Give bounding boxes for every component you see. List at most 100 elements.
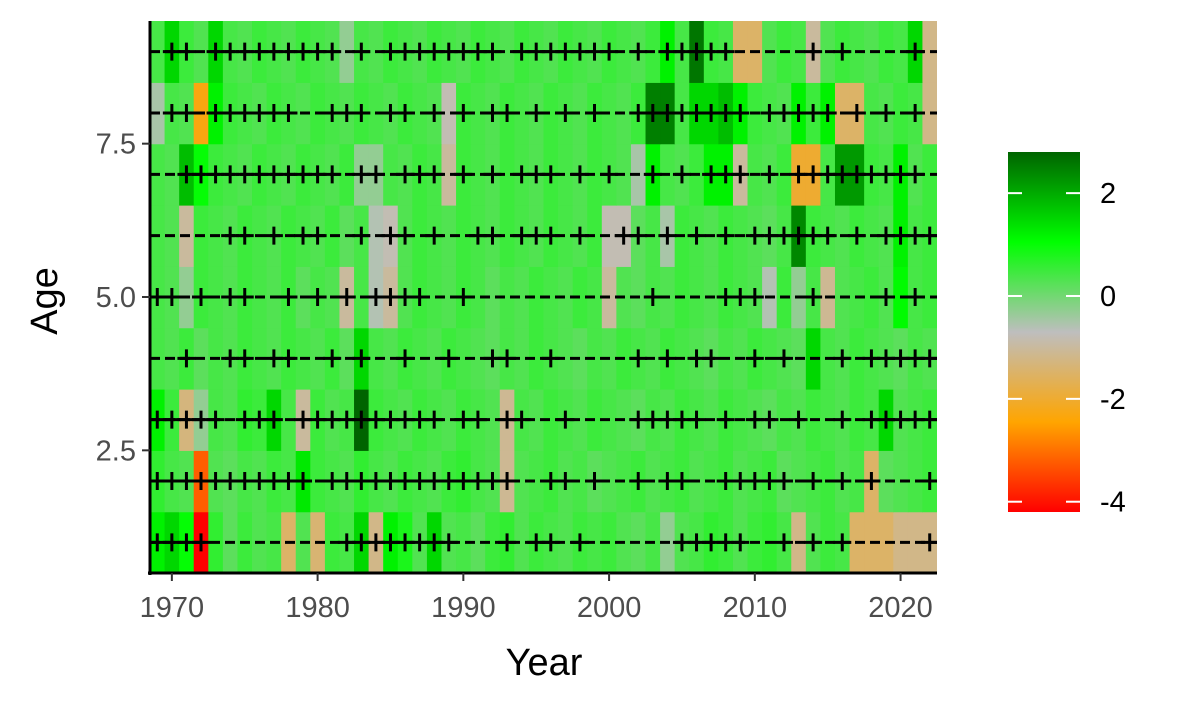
plus-marker (235, 288, 254, 306)
plus-marker (658, 226, 677, 245)
plus-marker (177, 349, 196, 368)
plus-marker (439, 349, 458, 368)
plus-marker (906, 288, 925, 306)
plus-marker (818, 104, 837, 122)
heatmap-cell (514, 511, 530, 573)
plus-marker (556, 104, 575, 122)
plus-marker (483, 226, 502, 245)
plus-marker (483, 42, 502, 61)
heatmap-cell (922, 21, 937, 83)
plus-marker (862, 472, 881, 490)
heatmap-cell (514, 450, 530, 513)
plus-marker (410, 288, 429, 306)
heatmap-cell (441, 143, 457, 206)
heatmap-cell (426, 266, 443, 329)
plus-marker (847, 104, 866, 122)
heatmap-cell (572, 450, 588, 513)
y-axis-title: Age (24, 267, 66, 335)
heatmap-cell (922, 266, 937, 329)
plus-marker (760, 410, 779, 429)
plus-marker (570, 226, 589, 245)
plus-marker (731, 533, 750, 552)
heatmap-cell (558, 266, 574, 329)
plus-marker (498, 104, 517, 122)
heatmap-cell (922, 82, 937, 145)
plus-marker (629, 349, 648, 368)
x-tick-label: 1970 (140, 592, 205, 624)
heatmap-cell (499, 143, 515, 206)
heatmap-cell (558, 511, 574, 573)
plus-marker (920, 533, 937, 552)
plus-marker (483, 165, 502, 184)
plus-marker (541, 349, 560, 368)
heatmap-cell (514, 82, 530, 145)
plus-marker (425, 226, 444, 245)
plus-marker (716, 42, 735, 61)
plus-marker (323, 165, 342, 184)
legend-ticks: 2 0 -2 -4 (1008, 178, 1126, 519)
plus-marker (672, 165, 691, 184)
plus-marker (352, 104, 371, 122)
heatmap-cell (543, 389, 559, 451)
plus-marker (760, 165, 779, 184)
heatmap-cell (528, 389, 545, 451)
plus-marker (323, 42, 342, 61)
plus-marker (643, 165, 662, 184)
color-legend: 2 0 -2 -4 (1008, 152, 1126, 519)
plus-marker (906, 42, 925, 61)
plus-marker (366, 165, 385, 184)
plus-marker (308, 288, 327, 306)
plus-marker (439, 533, 458, 552)
plus-marker (454, 165, 473, 184)
heatmap-cell (485, 389, 501, 451)
heatmap-cell (470, 266, 486, 329)
heatmap-cell (412, 327, 428, 390)
plus-marker (279, 349, 298, 368)
heatmap-cell (499, 266, 515, 329)
heatmap-cell (441, 389, 457, 451)
legend-label: -2 (1100, 384, 1126, 416)
plus-marker (541, 226, 560, 245)
plus-marker (396, 104, 415, 122)
heatmap-cell (470, 511, 486, 573)
plus-marker (308, 226, 327, 245)
heatmap-cell (572, 389, 588, 451)
x-tick-label: 2010 (723, 592, 788, 624)
plus-marker (396, 349, 415, 368)
plus-marker (264, 226, 283, 245)
heatmap-cell (922, 143, 937, 206)
plus-marker (906, 104, 925, 122)
heatmap-cell (558, 143, 574, 206)
legend-label: 0 (1100, 281, 1116, 313)
plot-panel (150, 21, 937, 573)
plus-marker (454, 104, 473, 122)
legend-label: -4 (1100, 487, 1126, 519)
heatmap-cell (485, 511, 501, 573)
heatmap-cell (441, 266, 457, 329)
plus-marker (906, 165, 925, 184)
plus-marker (541, 533, 560, 552)
heatmap-cell (528, 266, 545, 329)
plus-marker (556, 472, 575, 490)
plus-marker (629, 472, 648, 490)
plus-marker (745, 288, 764, 306)
heatmap-cell (470, 82, 486, 145)
plus-marker (192, 533, 211, 552)
plus-marker (352, 42, 371, 61)
plus-marker (731, 104, 750, 122)
plus-marker (774, 349, 793, 368)
heatmap-cell (456, 205, 472, 267)
plus-marker (192, 288, 211, 306)
y-tick-label: 2.5 (96, 435, 136, 467)
plus-marker (716, 410, 735, 429)
plus-marker (468, 410, 487, 429)
plus-marker (774, 472, 793, 490)
plus-marker (206, 410, 225, 429)
plus-marker (425, 104, 444, 122)
heatmap-cell (528, 327, 545, 390)
heatmap-cell (543, 82, 559, 145)
heatmap-cell (470, 327, 486, 390)
plus-marker (687, 410, 706, 429)
plus-marker (556, 410, 575, 429)
